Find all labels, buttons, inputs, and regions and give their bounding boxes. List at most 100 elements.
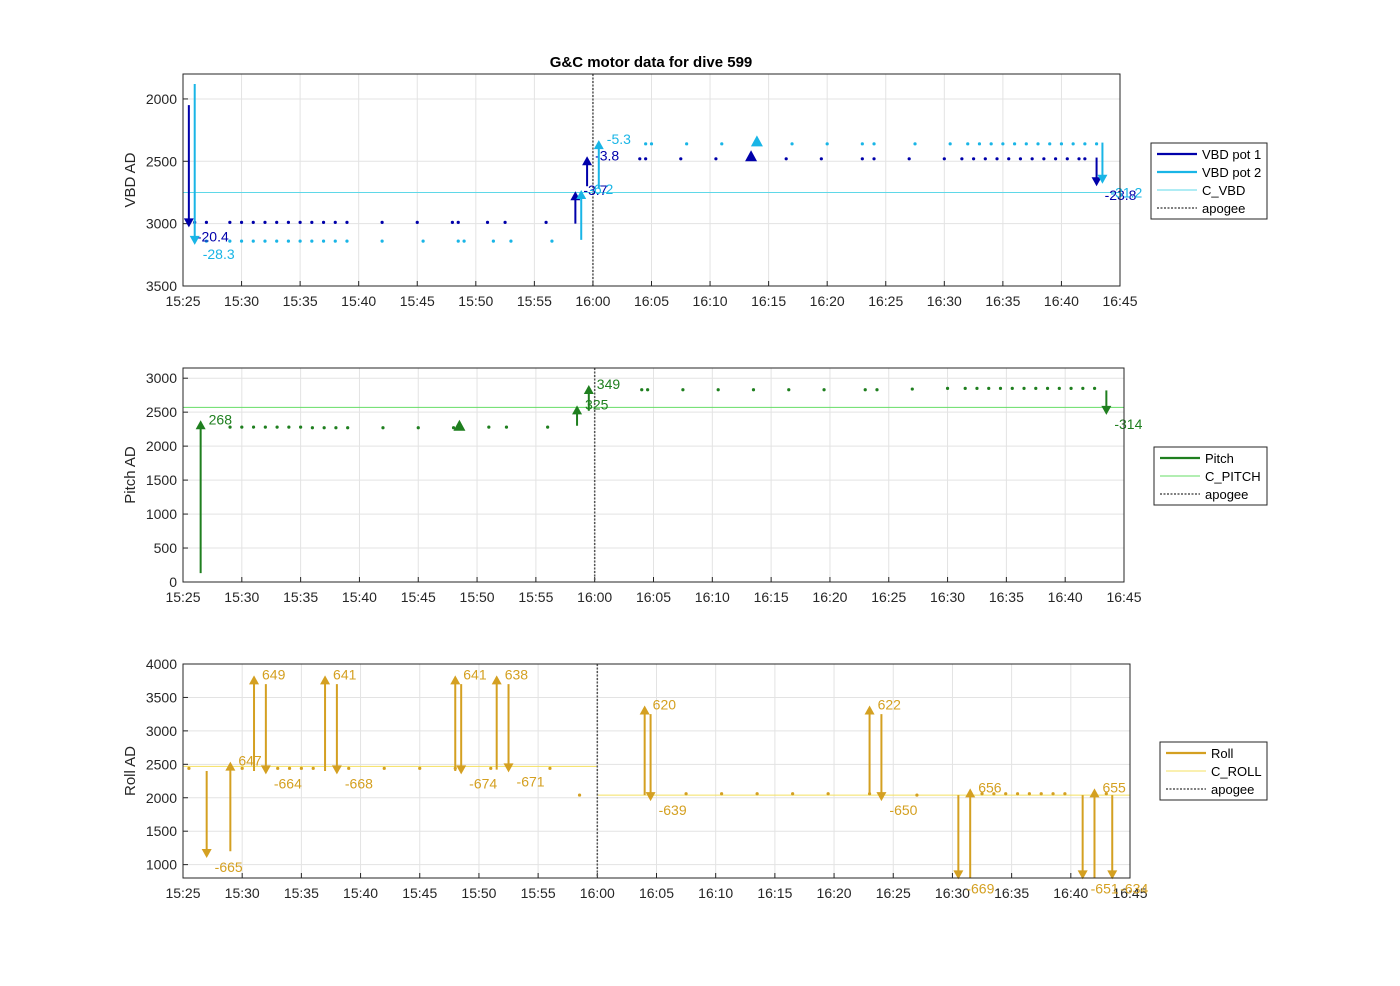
- data-point: [1092, 386, 1097, 390]
- data-point: [204, 220, 209, 224]
- data-point: [1007, 157, 1011, 161]
- arrow-head: [1091, 177, 1102, 187]
- data-point: [714, 157, 718, 161]
- arrow-label: -28.3: [203, 246, 235, 262]
- data-point: [310, 426, 314, 430]
- data-point: [228, 220, 232, 224]
- data-point: [263, 220, 267, 224]
- data-point: [1053, 157, 1058, 161]
- data-point: [863, 388, 867, 392]
- data-point: [287, 766, 292, 770]
- data-point: [298, 220, 302, 224]
- chart-title: G&C motor data for dive 599: [550, 54, 753, 71]
- x-tick-label: 15:30: [224, 589, 259, 605]
- arrow-label: 656: [978, 779, 1002, 795]
- data-point: [544, 220, 548, 224]
- x-tick-label: 16:05: [634, 293, 669, 309]
- legend-entry: apogee: [1211, 782, 1254, 797]
- triangle-marker: [750, 135, 763, 147]
- x-tick-label: 16:25: [871, 589, 906, 605]
- y-tick-label: 2000: [146, 790, 177, 806]
- legend-entry: C_VBD: [1202, 183, 1245, 198]
- x-tick-label: 15:45: [401, 589, 436, 605]
- legend-entry: Roll: [1211, 746, 1234, 761]
- data-point: [971, 157, 976, 161]
- data-point: [276, 766, 280, 770]
- data-point: [228, 425, 232, 429]
- arrow-head: [1107, 870, 1118, 880]
- data-point: [1027, 792, 1031, 796]
- data-point: [720, 142, 724, 146]
- y-axis-label: Pitch AD: [122, 446, 139, 504]
- pitch-panel: 15:25 15:30 15:35 15:40 15:45 15:50 15:55 16:00…: [122, 367, 1268, 605]
- data-point: [681, 388, 685, 392]
- data-point: [550, 239, 554, 243]
- x-tick-label: 15:55: [517, 293, 552, 309]
- data-point: [948, 142, 952, 146]
- data-point: [503, 220, 507, 224]
- data-point: [381, 426, 385, 430]
- data-point: [977, 142, 982, 146]
- arrow-head: [1077, 870, 1088, 880]
- vbd-panel: 15:25 15:30 15:35 15:40 15:45 15:50 15:55 16:00…: [122, 73, 1268, 309]
- data-point: [942, 157, 946, 161]
- arrow-label: 638: [505, 666, 529, 682]
- x-tick-label: 16:40: [1053, 885, 1088, 901]
- x-tick-label: 16:40: [1048, 589, 1083, 605]
- x-tick-label: 15:35: [283, 293, 318, 309]
- arrow-head: [572, 405, 583, 415]
- x-tick-label: 16:25: [868, 293, 903, 309]
- data-point: [509, 239, 513, 243]
- data-point: [1024, 142, 1028, 146]
- data-point: [240, 425, 244, 429]
- data-point: [860, 142, 864, 146]
- data-point: [638, 157, 642, 161]
- data-point: [875, 388, 879, 392]
- y-tick-label: 2000: [146, 91, 177, 107]
- arrow-head: [593, 140, 604, 150]
- x-tick-label: 16:30: [935, 885, 970, 901]
- data-point: [1065, 157, 1069, 161]
- data-point: [487, 425, 491, 429]
- data-point: [819, 157, 823, 161]
- arrow-head: [260, 765, 271, 775]
- x-tick-label: 16:15: [757, 885, 792, 901]
- x-tick-label: 15:40: [342, 589, 377, 605]
- x-tick-label: 16:15: [751, 293, 786, 309]
- arrow-label: 647: [238, 753, 262, 769]
- x-tick-label: 16:30: [927, 293, 962, 309]
- y-tick-label: 3000: [146, 216, 177, 232]
- x-tick-label: 16:15: [754, 589, 789, 605]
- x-tick-label: 16:10: [698, 885, 733, 901]
- arrow-label: -651: [1091, 880, 1119, 896]
- data-point: [751, 388, 756, 392]
- data-point: [915, 793, 919, 797]
- data-point: [1059, 142, 1064, 146]
- data-point: [1004, 792, 1008, 796]
- data-point: [822, 388, 826, 392]
- arrow-head: [583, 384, 594, 394]
- data-point: [826, 792, 830, 796]
- data-point: [491, 239, 495, 243]
- arrow-head: [639, 705, 650, 715]
- data-point: [684, 792, 688, 796]
- data-point: [989, 142, 993, 146]
- data-point: [346, 426, 350, 430]
- x-tick-label: 15:45: [402, 885, 437, 901]
- x-tick-label: 16:40: [1044, 293, 1079, 309]
- y-tick-label: 1500: [146, 823, 177, 839]
- arrow-head: [576, 189, 587, 199]
- data-point: [310, 239, 314, 243]
- data-point: [716, 388, 720, 392]
- data-point: [1083, 142, 1087, 146]
- arrow-head: [201, 848, 212, 858]
- arrow-label: -639: [659, 802, 687, 818]
- y-axis-label: VBD AD: [122, 152, 139, 207]
- data-point: [945, 386, 950, 390]
- x-tick-label: 16:00: [577, 589, 612, 605]
- data-point: [1015, 792, 1020, 796]
- y-tick-label: 1000: [146, 857, 177, 873]
- data-point: [347, 766, 351, 770]
- y-axis-label: Roll AD: [122, 746, 139, 796]
- data-point: [1077, 157, 1081, 161]
